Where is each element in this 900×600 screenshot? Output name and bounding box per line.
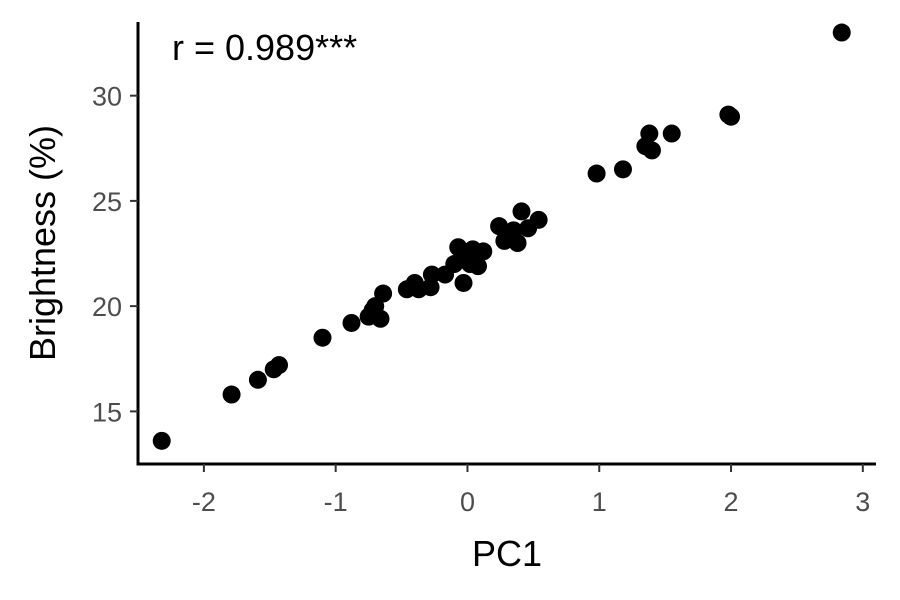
x-axis-title: PC1 bbox=[472, 533, 542, 574]
x-tick-label: -2 bbox=[192, 487, 216, 517]
data-point-34 bbox=[613, 160, 632, 179]
data-point-33 bbox=[587, 164, 606, 183]
data-point-26 bbox=[490, 217, 509, 236]
x-tick-label: 2 bbox=[724, 487, 739, 517]
data-point-20 bbox=[454, 273, 473, 292]
correlation-annotation: r = 0.989*** bbox=[172, 27, 357, 68]
y-tick-label: 20 bbox=[92, 292, 122, 322]
data-point-24 bbox=[469, 257, 488, 276]
data-point-29 bbox=[508, 234, 527, 252]
data-point-6 bbox=[342, 313, 361, 332]
x-tick-label: 3 bbox=[855, 487, 870, 517]
y-tick-label: 25 bbox=[92, 187, 122, 217]
y-axis-title: Brightness (%) bbox=[22, 125, 63, 361]
data-point-36 bbox=[640, 124, 659, 143]
data-point-25 bbox=[474, 242, 493, 261]
data-point-0 bbox=[152, 431, 171, 450]
data-point-38 bbox=[662, 124, 681, 143]
data-point-16 bbox=[422, 265, 441, 284]
data-point-5 bbox=[313, 328, 332, 347]
points-layer bbox=[152, 23, 851, 450]
data-point-2 bbox=[248, 370, 267, 389]
data-point-1 bbox=[222, 385, 241, 404]
data-point-4 bbox=[270, 356, 289, 375]
data-point-32 bbox=[529, 210, 548, 229]
data-point-10 bbox=[371, 309, 390, 328]
y-axis-ticks: 15 20 25 30 bbox=[92, 82, 138, 427]
y-tick-label: 30 bbox=[92, 82, 122, 112]
x-tick-label: -1 bbox=[324, 487, 348, 517]
data-point-40 bbox=[722, 107, 741, 126]
data-point-30 bbox=[512, 202, 531, 221]
y-tick-label: 15 bbox=[92, 397, 122, 427]
x-axis-ticks: -2 -1 0 1 2 3 bbox=[192, 464, 870, 517]
data-point-41 bbox=[832, 23, 851, 42]
data-point-11 bbox=[374, 284, 393, 303]
x-tick-label: 0 bbox=[460, 487, 475, 517]
data-point-37 bbox=[642, 141, 661, 160]
x-tick-label: 1 bbox=[592, 487, 607, 517]
